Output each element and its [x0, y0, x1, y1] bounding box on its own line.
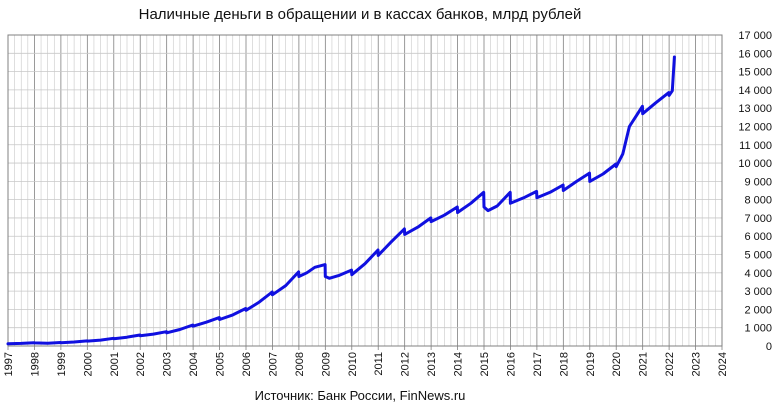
x-tick-label: 2012: [400, 352, 412, 376]
x-tick-label: 2013: [426, 352, 438, 376]
x-tick-label: 2016: [505, 352, 517, 376]
x-tick-label: 2011: [373, 352, 385, 376]
x-tick-label: 1999: [56, 352, 68, 376]
y-tick-label: 11 000: [739, 140, 772, 152]
x-tick-label: 2018: [558, 352, 570, 376]
y-tick-label: 14 000: [738, 85, 772, 97]
x-tick-label: 2008: [294, 352, 306, 376]
x-tick-label: 2009: [320, 352, 332, 376]
y-tick-label: 15 000: [738, 67, 772, 79]
x-tick-label: 2022: [664, 352, 676, 376]
y-tick-label: 2 000: [744, 304, 772, 316]
y-tick-label: 17 000: [738, 30, 772, 42]
x-tick-label: 2007: [267, 352, 279, 376]
x-tick-label: 2021: [638, 352, 650, 376]
x-tick-label: 2020: [611, 352, 623, 376]
chart-title: Наличные деньги в обращении и в кассах б…: [138, 6, 582, 23]
series-layer: [6, 55, 676, 346]
x-tick-label: 2024: [717, 352, 729, 376]
y-tick-label: 1 000: [744, 323, 772, 335]
x-tick-label: 2019: [585, 352, 597, 376]
series-line: [6, 55, 676, 346]
y-tick-label: 13 000: [738, 103, 772, 115]
x-tick-label: 2017: [532, 352, 544, 376]
y-tick-label: 9 000: [744, 176, 772, 188]
y-tick-label: 8 000: [744, 195, 772, 207]
x-tick-label: 2023: [691, 352, 703, 376]
chart-source: Источник: Банк России, FinNews.ru: [254, 388, 466, 403]
grid-layer: [7, 34, 723, 350]
x-tick-label: 2003: [162, 352, 174, 376]
x-tick-label: 1998: [29, 352, 41, 376]
axis-layer: [7, 34, 723, 347]
y-tick-label: 5 000: [744, 250, 772, 262]
y-tick-label: 0: [766, 341, 772, 353]
y-tick-label: 4 000: [744, 268, 772, 280]
y-tick-label: 3 000: [744, 286, 772, 298]
x-tick-label: 1997: [3, 352, 15, 376]
x-tick-label: 2004: [188, 352, 200, 376]
y-tick-labels: 0 1 000 2 000 3 000 4 000 5 000 6 000 7 000 8 00…: [738, 30, 772, 353]
y-tick-label: 12 000: [738, 121, 772, 133]
plot-border: [7, 34, 723, 347]
x-tick-label: 2005: [215, 352, 227, 376]
x-tick-label: 2000: [82, 352, 94, 376]
x-tick-labels: 1997 1998 1999 2000 2001 2002 2003 2004 2005 2006…: [3, 352, 729, 376]
x-tick-label: 2015: [479, 352, 491, 376]
y-tick-label: 7 000: [744, 213, 772, 225]
y-tick-label: 10 000: [738, 158, 772, 170]
x-tick-label: 2014: [453, 352, 465, 376]
x-tick-label: 2010: [347, 352, 359, 376]
x-tick-label: 2001: [109, 352, 121, 376]
y-tick-label: 16 000: [738, 48, 772, 60]
x-tick-label: 2002: [135, 352, 147, 376]
y-tick-label: 6 000: [744, 231, 772, 243]
x-tick-label: 2006: [241, 352, 253, 376]
